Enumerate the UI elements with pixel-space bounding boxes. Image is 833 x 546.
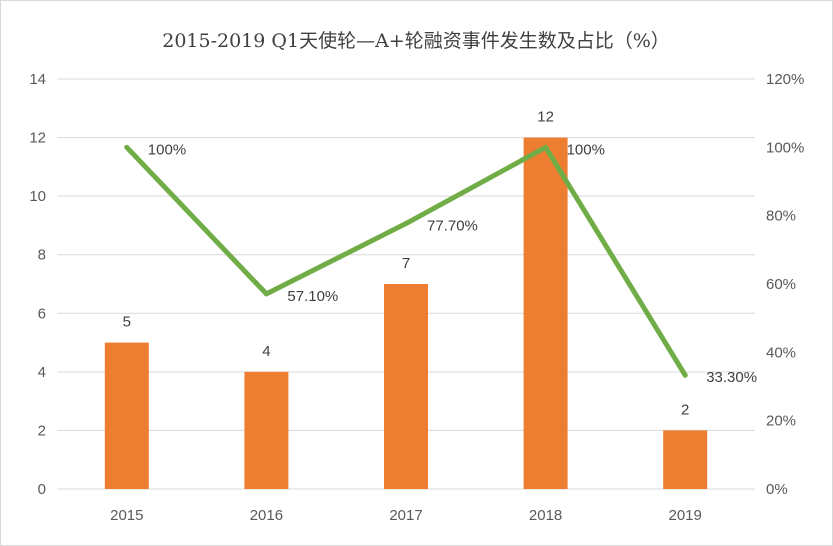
line-point — [682, 372, 688, 378]
line-series — [124, 144, 688, 378]
line-value-label: 100% — [148, 141, 186, 158]
bar — [244, 371, 289, 489]
y-left-tick-label: 0 — [38, 481, 46, 498]
bar — [104, 342, 149, 489]
line-value-label: 77.70% — [427, 218, 478, 235]
y-left-tick-label: 14 — [29, 71, 46, 88]
line-point — [263, 291, 269, 297]
x-tick-label: 2017 — [389, 507, 422, 524]
line-value-label: 57.10% — [287, 288, 338, 305]
line-value-label: 100% — [567, 141, 605, 158]
y-left-tick-label: 6 — [38, 305, 46, 322]
bar — [663, 430, 708, 489]
y-left-tick-label: 4 — [38, 364, 46, 381]
line-point — [124, 144, 130, 150]
bar-value-label: 5 — [123, 314, 131, 331]
y-left-tick-label: 10 — [29, 188, 46, 205]
line-value-label: 33.30% — [706, 369, 757, 386]
bar-value-label: 12 — [537, 109, 554, 126]
x-tick-label: 2015 — [110, 507, 143, 524]
y-right-tick-label: 20% — [766, 413, 796, 430]
bar-value-label: 2 — [681, 401, 689, 418]
bar-value-label: 4 — [262, 343, 270, 360]
y-left-tick-label: 2 — [38, 422, 46, 439]
y-right-tick-label: 80% — [766, 208, 796, 225]
y-right-tick-label: 100% — [766, 139, 804, 156]
y-right-tick-label: 40% — [766, 344, 796, 361]
line-point — [403, 221, 409, 227]
y-right-tick-label: 0% — [766, 481, 788, 498]
bar — [384, 284, 428, 489]
x-tick-label: 2018 — [529, 507, 562, 524]
x-tick-label: 2019 — [669, 507, 702, 524]
bar-series — [104, 137, 708, 490]
gridlines — [57, 78, 755, 490]
x-tick-label: 2016 — [250, 507, 283, 524]
data-labels: 5 4 7 12 2 100% 57.10% 77.70% 100% 33.30% — [123, 109, 757, 419]
y-right-tick-label: 120% — [766, 71, 804, 88]
bar-value-label: 7 — [402, 255, 410, 272]
y-right-tick-label: 60% — [766, 276, 796, 293]
y-left-tick-label: 12 — [29, 130, 46, 147]
chart-title: 2015-2019 Q1天使轮—A+轮融资事件发生数及占比（%） — [162, 30, 670, 52]
y-left-tick-label: 8 — [38, 247, 46, 264]
line-point — [543, 144, 549, 150]
axis-labels: 0 2 4 6 8 10 12 14 0% 20% 40% 60% 80% 100% 120% 2015 201… — [29, 71, 804, 524]
bar — [523, 137, 568, 490]
